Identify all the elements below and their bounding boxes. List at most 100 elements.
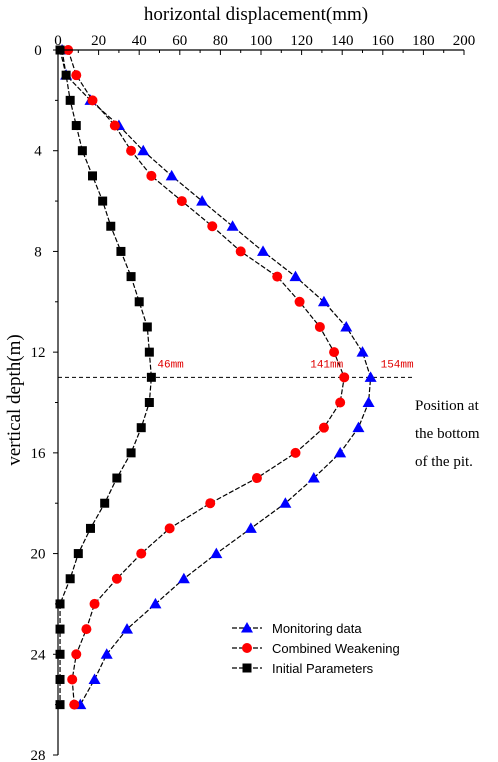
data-point-square bbox=[136, 423, 146, 433]
data-point-circle bbox=[164, 523, 175, 534]
data-point-triangle bbox=[177, 572, 190, 584]
data-point-square bbox=[144, 347, 154, 357]
data-point-circle bbox=[126, 145, 137, 156]
legend: Monitoring data Combined Weakening Initial… bbox=[232, 621, 400, 676]
y-tick-label: 24 bbox=[31, 647, 47, 663]
data-point-square bbox=[65, 574, 75, 584]
y-tick-label: 20 bbox=[31, 547, 46, 563]
data-point-square bbox=[55, 599, 65, 609]
data-point-square bbox=[116, 246, 126, 256]
x-tick-label: 180 bbox=[412, 33, 435, 49]
side-note-line: of the pit. bbox=[415, 454, 473, 470]
tick-layer: 0 20 40 60 80 100 120 140 160 180 200 0 4 8 12 16 20 24 28 bbox=[31, 33, 476, 762]
data-point-circle bbox=[294, 296, 305, 307]
data-point-circle bbox=[146, 170, 157, 181]
data-point-circle bbox=[339, 372, 350, 383]
data-point-circle bbox=[176, 196, 187, 207]
x-tick-label: 140 bbox=[331, 33, 354, 49]
data-point-circle bbox=[207, 221, 218, 232]
data-point-circle bbox=[242, 643, 252, 653]
value-annotation: 154mm bbox=[381, 359, 414, 371]
y-tick-label: 4 bbox=[34, 144, 42, 160]
value-annotation: 46mm bbox=[157, 359, 184, 371]
data-point-square bbox=[98, 196, 108, 206]
data-point-circle bbox=[314, 321, 325, 332]
data-point-triangle bbox=[279, 497, 292, 508]
data-point-circle bbox=[251, 473, 262, 484]
y-tick-label: 28 bbox=[31, 748, 46, 762]
data-point-circle bbox=[205, 498, 216, 509]
x-tick-label: 60 bbox=[172, 33, 187, 49]
data-point-triangle bbox=[317, 295, 330, 307]
data-point-square bbox=[106, 221, 116, 231]
data-point-square bbox=[65, 95, 75, 105]
data-point-square bbox=[142, 322, 152, 332]
data-point-circle bbox=[329, 347, 340, 358]
side-note-line: Position at bbox=[415, 398, 480, 414]
x-tick-label: 80 bbox=[213, 33, 228, 49]
data-point-square bbox=[126, 272, 136, 282]
data-point-square bbox=[73, 549, 83, 559]
y-tick-label: 12 bbox=[31, 345, 46, 361]
data-point-circle bbox=[71, 70, 82, 81]
data-point-square bbox=[112, 473, 122, 483]
legend-label: Combined Weakening bbox=[272, 641, 400, 656]
data-point-triangle bbox=[100, 648, 113, 659]
series-line bbox=[59, 49, 152, 705]
data-point-square bbox=[88, 171, 98, 181]
y-tick-label: 16 bbox=[31, 446, 47, 462]
data-point-triangle bbox=[88, 673, 101, 684]
x-tick-label: 0 bbox=[54, 33, 62, 49]
series-square bbox=[55, 45, 156, 710]
data-point-circle bbox=[87, 95, 98, 106]
side-note-line: the bottom bbox=[415, 426, 480, 442]
data-point-square bbox=[134, 297, 144, 307]
data-point-square bbox=[126, 448, 136, 458]
data-point-square bbox=[61, 70, 71, 80]
x-axis-title: horizontal displacement(mm) bbox=[144, 4, 368, 25]
series-triangle bbox=[56, 44, 377, 710]
x-tick-label: 120 bbox=[290, 33, 313, 49]
x-tick-label: 200 bbox=[453, 33, 476, 49]
data-point-square bbox=[77, 146, 87, 156]
data-point-circle bbox=[272, 271, 283, 282]
annotation-layer: 46mm 141mm 154mm bbox=[157, 359, 414, 371]
data-point-circle bbox=[136, 548, 147, 559]
data-point-triangle bbox=[210, 547, 223, 559]
bottom-of-pit-note: Position at the bottom of the pit. bbox=[415, 398, 480, 470]
data-point-circle bbox=[290, 447, 301, 458]
data-point-triangle bbox=[340, 320, 353, 332]
y-tick-label: 0 bbox=[34, 43, 42, 59]
data-point-triangle bbox=[241, 622, 253, 633]
data-point-circle bbox=[335, 397, 346, 408]
data-point-square bbox=[146, 372, 156, 382]
data-point-triangle bbox=[121, 623, 134, 634]
y-axis-title: vertical depth(m) bbox=[4, 334, 25, 465]
series-layer bbox=[55, 44, 377, 710]
data-point-square bbox=[85, 523, 95, 533]
legend-item: Combined Weakening bbox=[232, 641, 400, 656]
data-point-triangle bbox=[356, 346, 369, 357]
data-point-triangle bbox=[307, 472, 320, 483]
data-point-square bbox=[55, 649, 65, 659]
data-point-triangle bbox=[362, 396, 375, 407]
legend-item: Initial Parameters bbox=[232, 661, 374, 676]
data-point-triangle bbox=[226, 220, 239, 231]
data-point-square bbox=[55, 674, 65, 684]
data-point-triangle bbox=[334, 446, 347, 458]
legend-label: Monitoring data bbox=[272, 621, 362, 636]
x-tick-label: 160 bbox=[372, 33, 395, 49]
axes-layer bbox=[57, 49, 464, 755]
data-point-square bbox=[242, 663, 252, 673]
legend-label: Initial Parameters bbox=[272, 661, 374, 676]
data-point-circle bbox=[111, 573, 122, 584]
data-point-square bbox=[55, 624, 65, 634]
data-point-triangle bbox=[289, 270, 302, 282]
data-point-triangle bbox=[165, 169, 178, 181]
data-point-triangle bbox=[364, 371, 377, 382]
data-point-square bbox=[71, 121, 81, 131]
data-point-triangle bbox=[257, 245, 270, 256]
y-tick-label: 8 bbox=[34, 244, 42, 260]
data-point-square bbox=[55, 700, 65, 710]
